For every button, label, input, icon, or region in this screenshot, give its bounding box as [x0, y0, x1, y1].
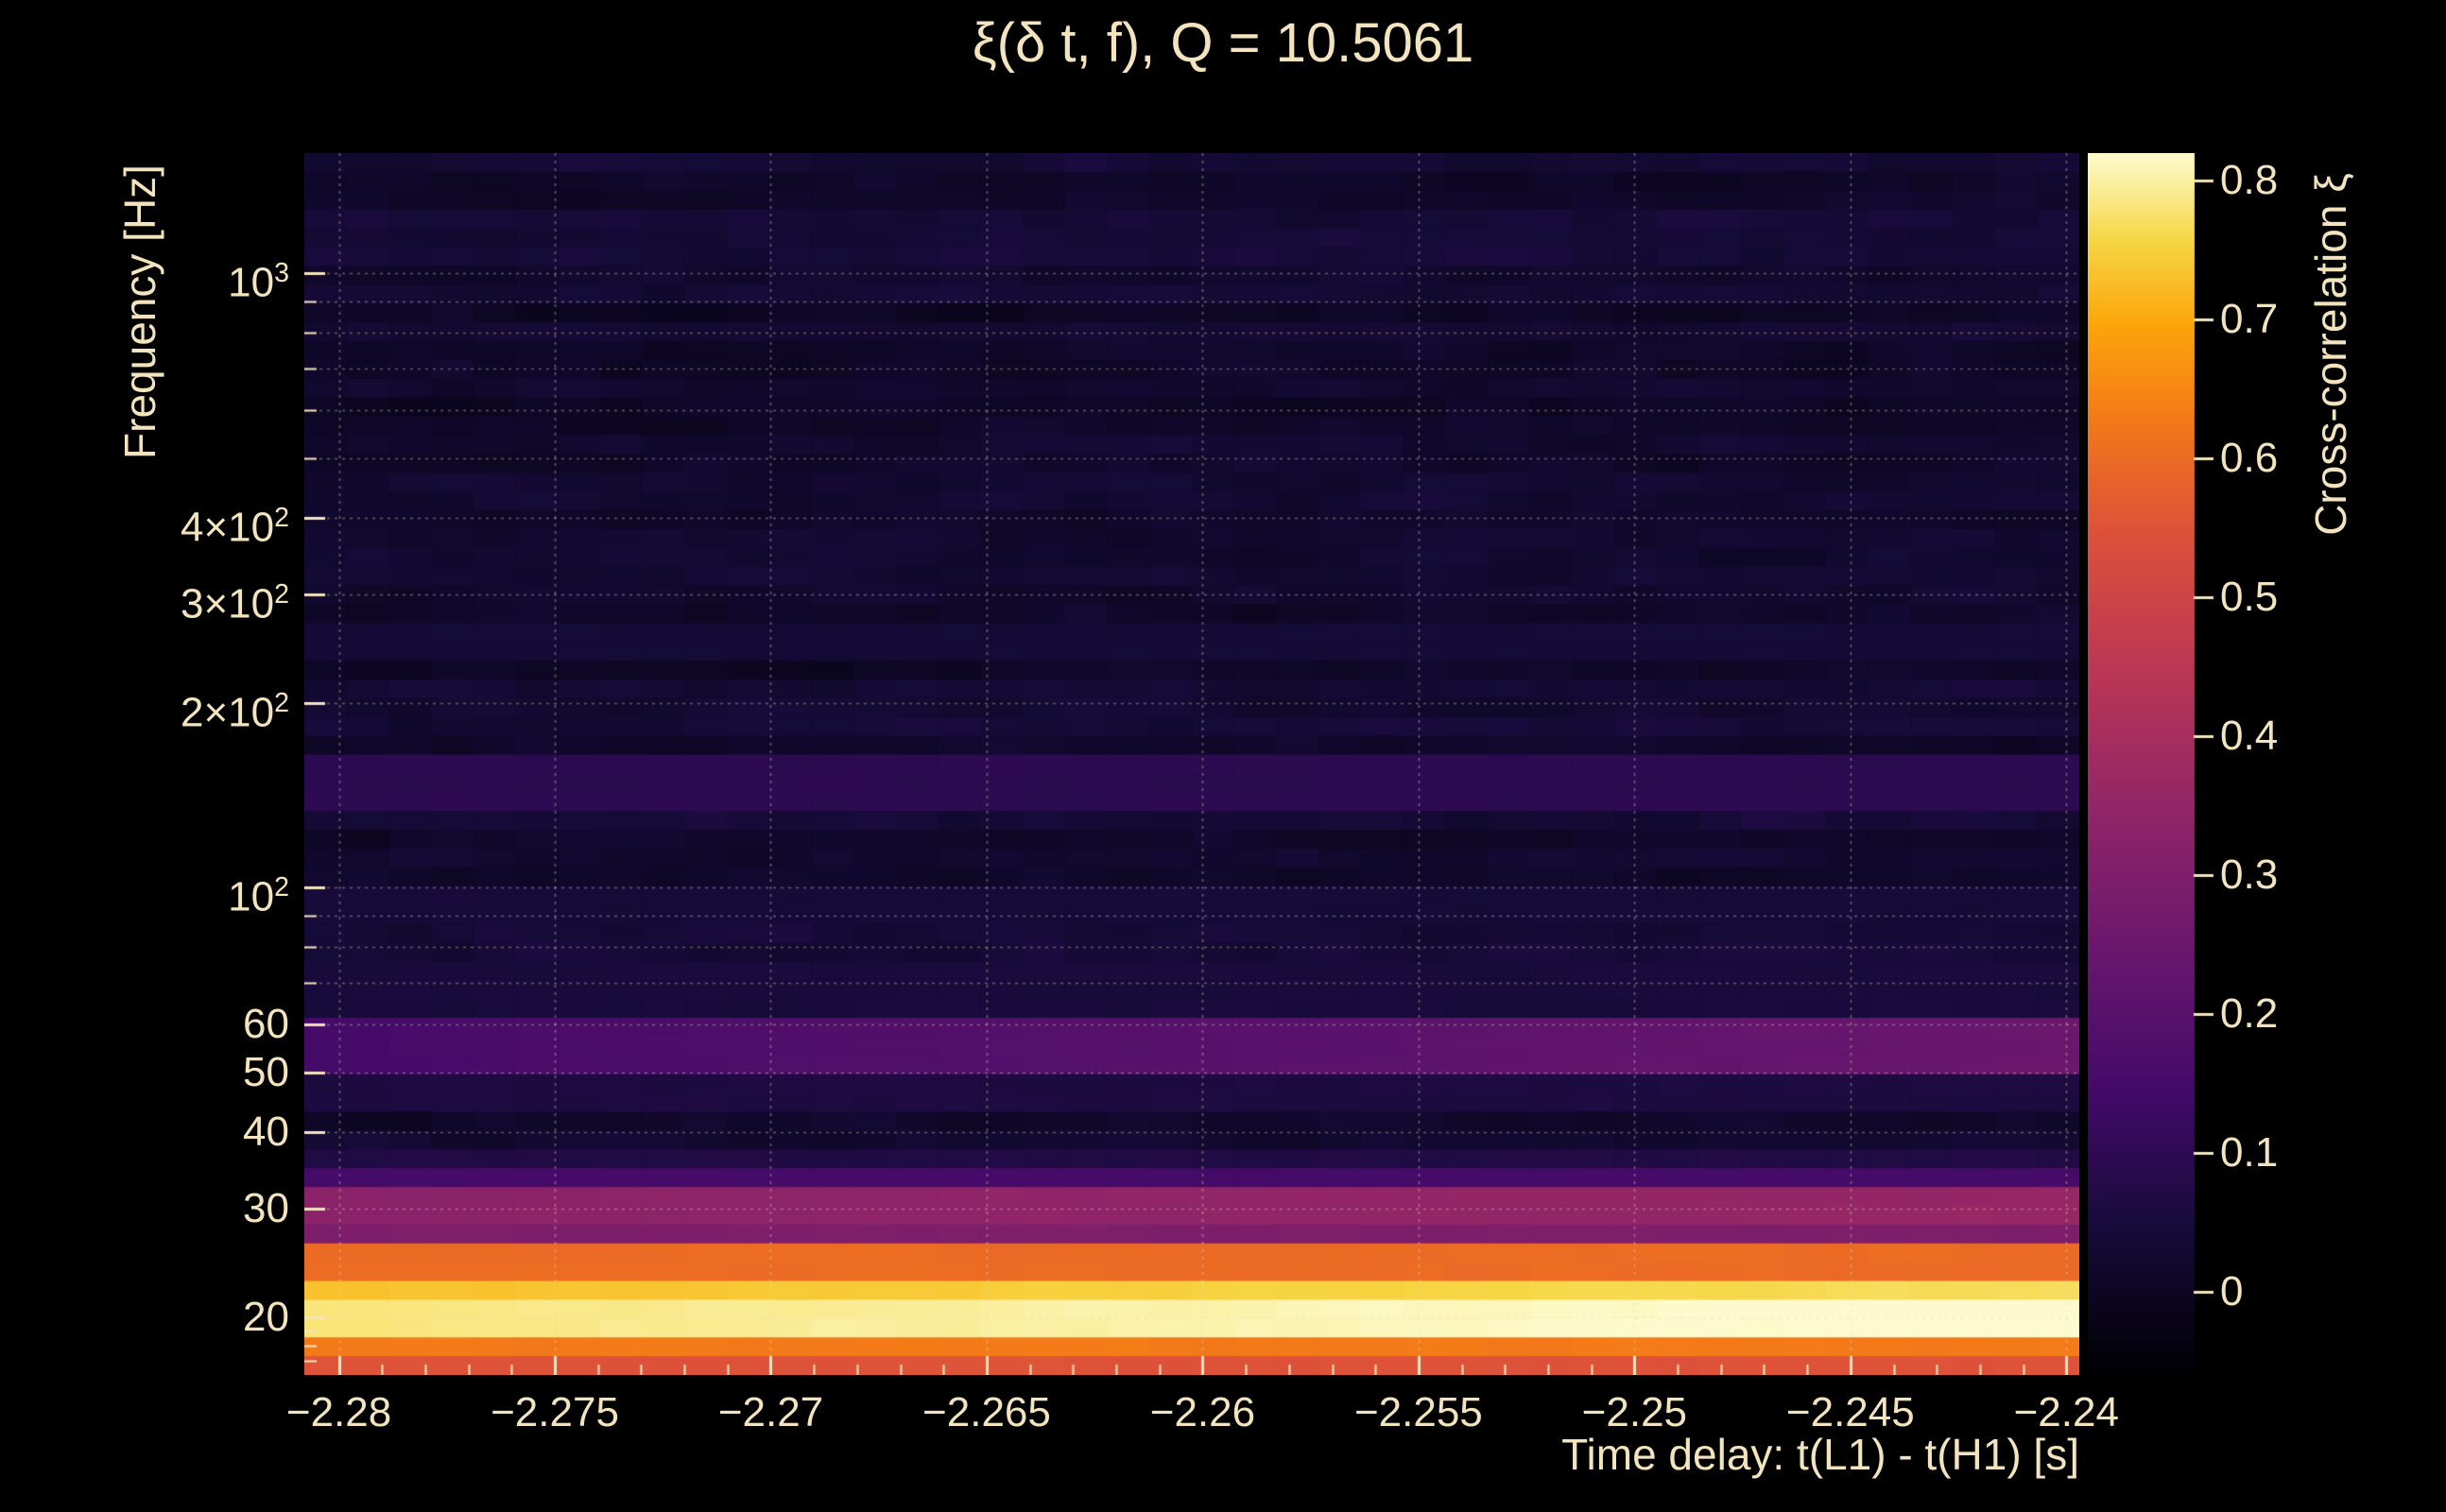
y-tick-label: 40 — [243, 1108, 289, 1156]
y-tick-label: 20 — [243, 1293, 289, 1340]
x-tick-label: −2.265 — [922, 1389, 1051, 1435]
y-axis-title: Frequency [Hz] — [115, 164, 164, 459]
y-tick-label: 4×102 — [180, 503, 289, 551]
y-tick-label: 50 — [243, 1049, 289, 1096]
x-tick-label: −2.27 — [717, 1389, 824, 1435]
y-tick-label: 3×102 — [180, 579, 289, 627]
y-tick-label: 2×102 — [180, 687, 289, 736]
colorbar-tick-label: 0.5 — [2220, 574, 2279, 621]
y-tick-label: 30 — [243, 1185, 289, 1232]
colorbar-title: Cross-correlation ξ — [2306, 173, 2355, 536]
colorbar-canvas — [2088, 153, 2217, 1375]
x-axis-title: Time delay: t(L1) - t(H1) [s] — [1561, 1430, 2079, 1479]
y-tick-label: 60 — [243, 1000, 289, 1047]
x-tick-label: −2.28 — [285, 1389, 392, 1435]
x-tick-label: −2.275 — [491, 1389, 619, 1435]
colorbar-tick-label: 0 — [2220, 1267, 2244, 1314]
colorbar-tick-label: 0.4 — [2220, 713, 2279, 760]
colorbar-tick-label: 0.1 — [2220, 1128, 2279, 1176]
y-tick-label: 103 — [228, 258, 289, 306]
heatmap-canvas — [304, 153, 2079, 1375]
colorbar-tick-label: 0.3 — [2220, 851, 2279, 899]
colorbar-tick-label: 0.2 — [2220, 989, 2279, 1037]
y-tick-label: 102 — [228, 872, 289, 921]
chart-title: ξ(δ t, f), Q = 10.5061 — [972, 12, 1474, 74]
